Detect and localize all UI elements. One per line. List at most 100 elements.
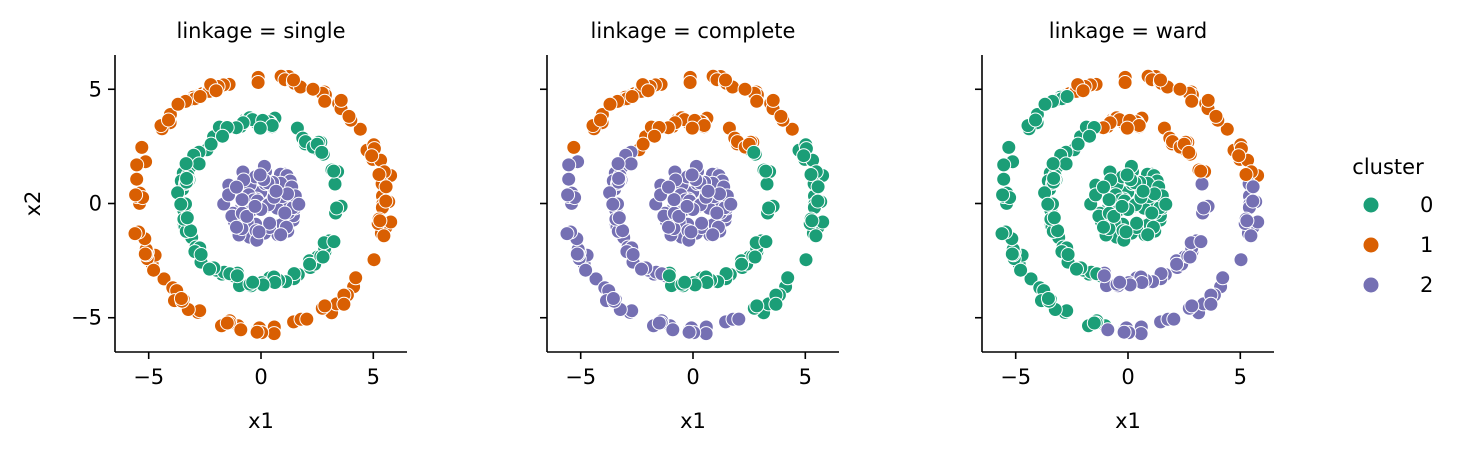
data-point	[679, 198, 695, 214]
legend-marker	[1362, 276, 1380, 294]
x-axis-label: x1	[680, 409, 706, 433]
data-point	[1059, 89, 1075, 104]
data-point	[698, 326, 714, 342]
data-point	[683, 224, 699, 240]
data-point	[768, 296, 784, 312]
data-point	[625, 247, 641, 262]
data-point	[796, 148, 812, 164]
legend-marker	[1362, 196, 1380, 214]
data-point	[1203, 296, 1219, 312]
data-point	[1144, 205, 1160, 221]
data-point	[1219, 121, 1235, 137]
data-point	[1140, 227, 1156, 243]
data-point	[694, 215, 710, 231]
data-point	[1231, 148, 1247, 164]
data-point	[1040, 196, 1056, 212]
data-point	[317, 93, 333, 109]
data-point	[661, 219, 676, 235]
data-point	[127, 226, 143, 242]
data-point	[1060, 247, 1076, 262]
data-point	[1184, 298, 1200, 314]
data-point	[761, 200, 777, 216]
data-point	[326, 234, 342, 250]
data-point	[286, 72, 301, 88]
data-point	[1106, 208, 1122, 224]
x-tick-label: −5	[133, 365, 164, 389]
data-point	[1001, 139, 1017, 155]
data-point	[315, 249, 331, 265]
data-point	[682, 75, 698, 90]
data-point	[1075, 83, 1091, 99]
data-point	[671, 208, 687, 224]
data-point	[578, 262, 594, 278]
data-point	[1243, 228, 1259, 244]
data-point	[249, 324, 265, 340]
data-point	[569, 246, 585, 262]
data-point	[731, 311, 747, 327]
data-point	[996, 171, 1012, 187]
data-point	[1184, 93, 1200, 109]
data-point	[610, 156, 626, 172]
data-point	[252, 120, 268, 136]
x-axis-label: x1	[248, 409, 274, 433]
data-point	[1046, 210, 1062, 226]
data-point	[996, 157, 1012, 173]
data-point	[1096, 268, 1112, 284]
data-point	[559, 226, 575, 242]
data-point	[1069, 261, 1084, 277]
data-point	[651, 315, 667, 331]
data-point	[1100, 322, 1116, 338]
panel-3: linkage = ward −5 0 5 x1	[975, 19, 1274, 433]
data-point	[1037, 96, 1053, 112]
legend-label: 2	[1420, 273, 1433, 297]
data-point	[252, 167, 268, 183]
data-point	[746, 144, 762, 160]
data-point	[128, 187, 144, 203]
data-point	[1119, 120, 1135, 136]
data-point	[250, 75, 266, 90]
data-point	[624, 89, 640, 104]
data-point	[1166, 311, 1182, 327]
data-point	[273, 227, 289, 243]
data-point	[173, 291, 189, 306]
panel-1: linkage = single −5 0 5 −5 0 5 x1 x2	[21, 19, 407, 433]
data-point	[1045, 156, 1061, 172]
data-point	[1058, 156, 1074, 172]
data-point	[749, 93, 765, 109]
legend-label: 1	[1420, 233, 1433, 257]
data-point	[378, 193, 394, 209]
data-point	[191, 156, 207, 172]
data-point	[661, 179, 676, 195]
data-point	[681, 324, 697, 340]
data-point	[219, 315, 235, 331]
data-point	[1133, 326, 1149, 342]
points	[559, 68, 831, 342]
x-tick-label: 5	[799, 365, 812, 389]
data-point	[718, 72, 733, 88]
data-point	[723, 196, 739, 212]
data-point	[602, 96, 618, 112]
data-point	[302, 256, 318, 272]
data-point	[376, 228, 392, 244]
data-point	[666, 192, 682, 208]
panel-2: linkage = complete −5 0 5 x1	[540, 19, 839, 433]
data-point	[758, 163, 774, 179]
data-point	[146, 262, 162, 278]
data-point	[251, 224, 267, 240]
data-point	[1096, 179, 1111, 195]
data-point	[780, 270, 796, 286]
data-point	[366, 252, 382, 268]
data-point	[588, 271, 604, 287]
data-point	[229, 219, 244, 235]
data-point	[372, 213, 388, 229]
y-tick-label: 0	[89, 192, 102, 216]
data-point	[179, 170, 195, 186]
data-point	[1181, 144, 1197, 160]
data-point	[203, 136, 219, 152]
data-point	[1082, 128, 1097, 144]
data-point	[1215, 270, 1231, 286]
x-tick-label: −5	[565, 365, 596, 389]
legend-label: 0	[1420, 193, 1433, 217]
data-point	[1245, 193, 1261, 209]
data-point	[348, 270, 364, 286]
